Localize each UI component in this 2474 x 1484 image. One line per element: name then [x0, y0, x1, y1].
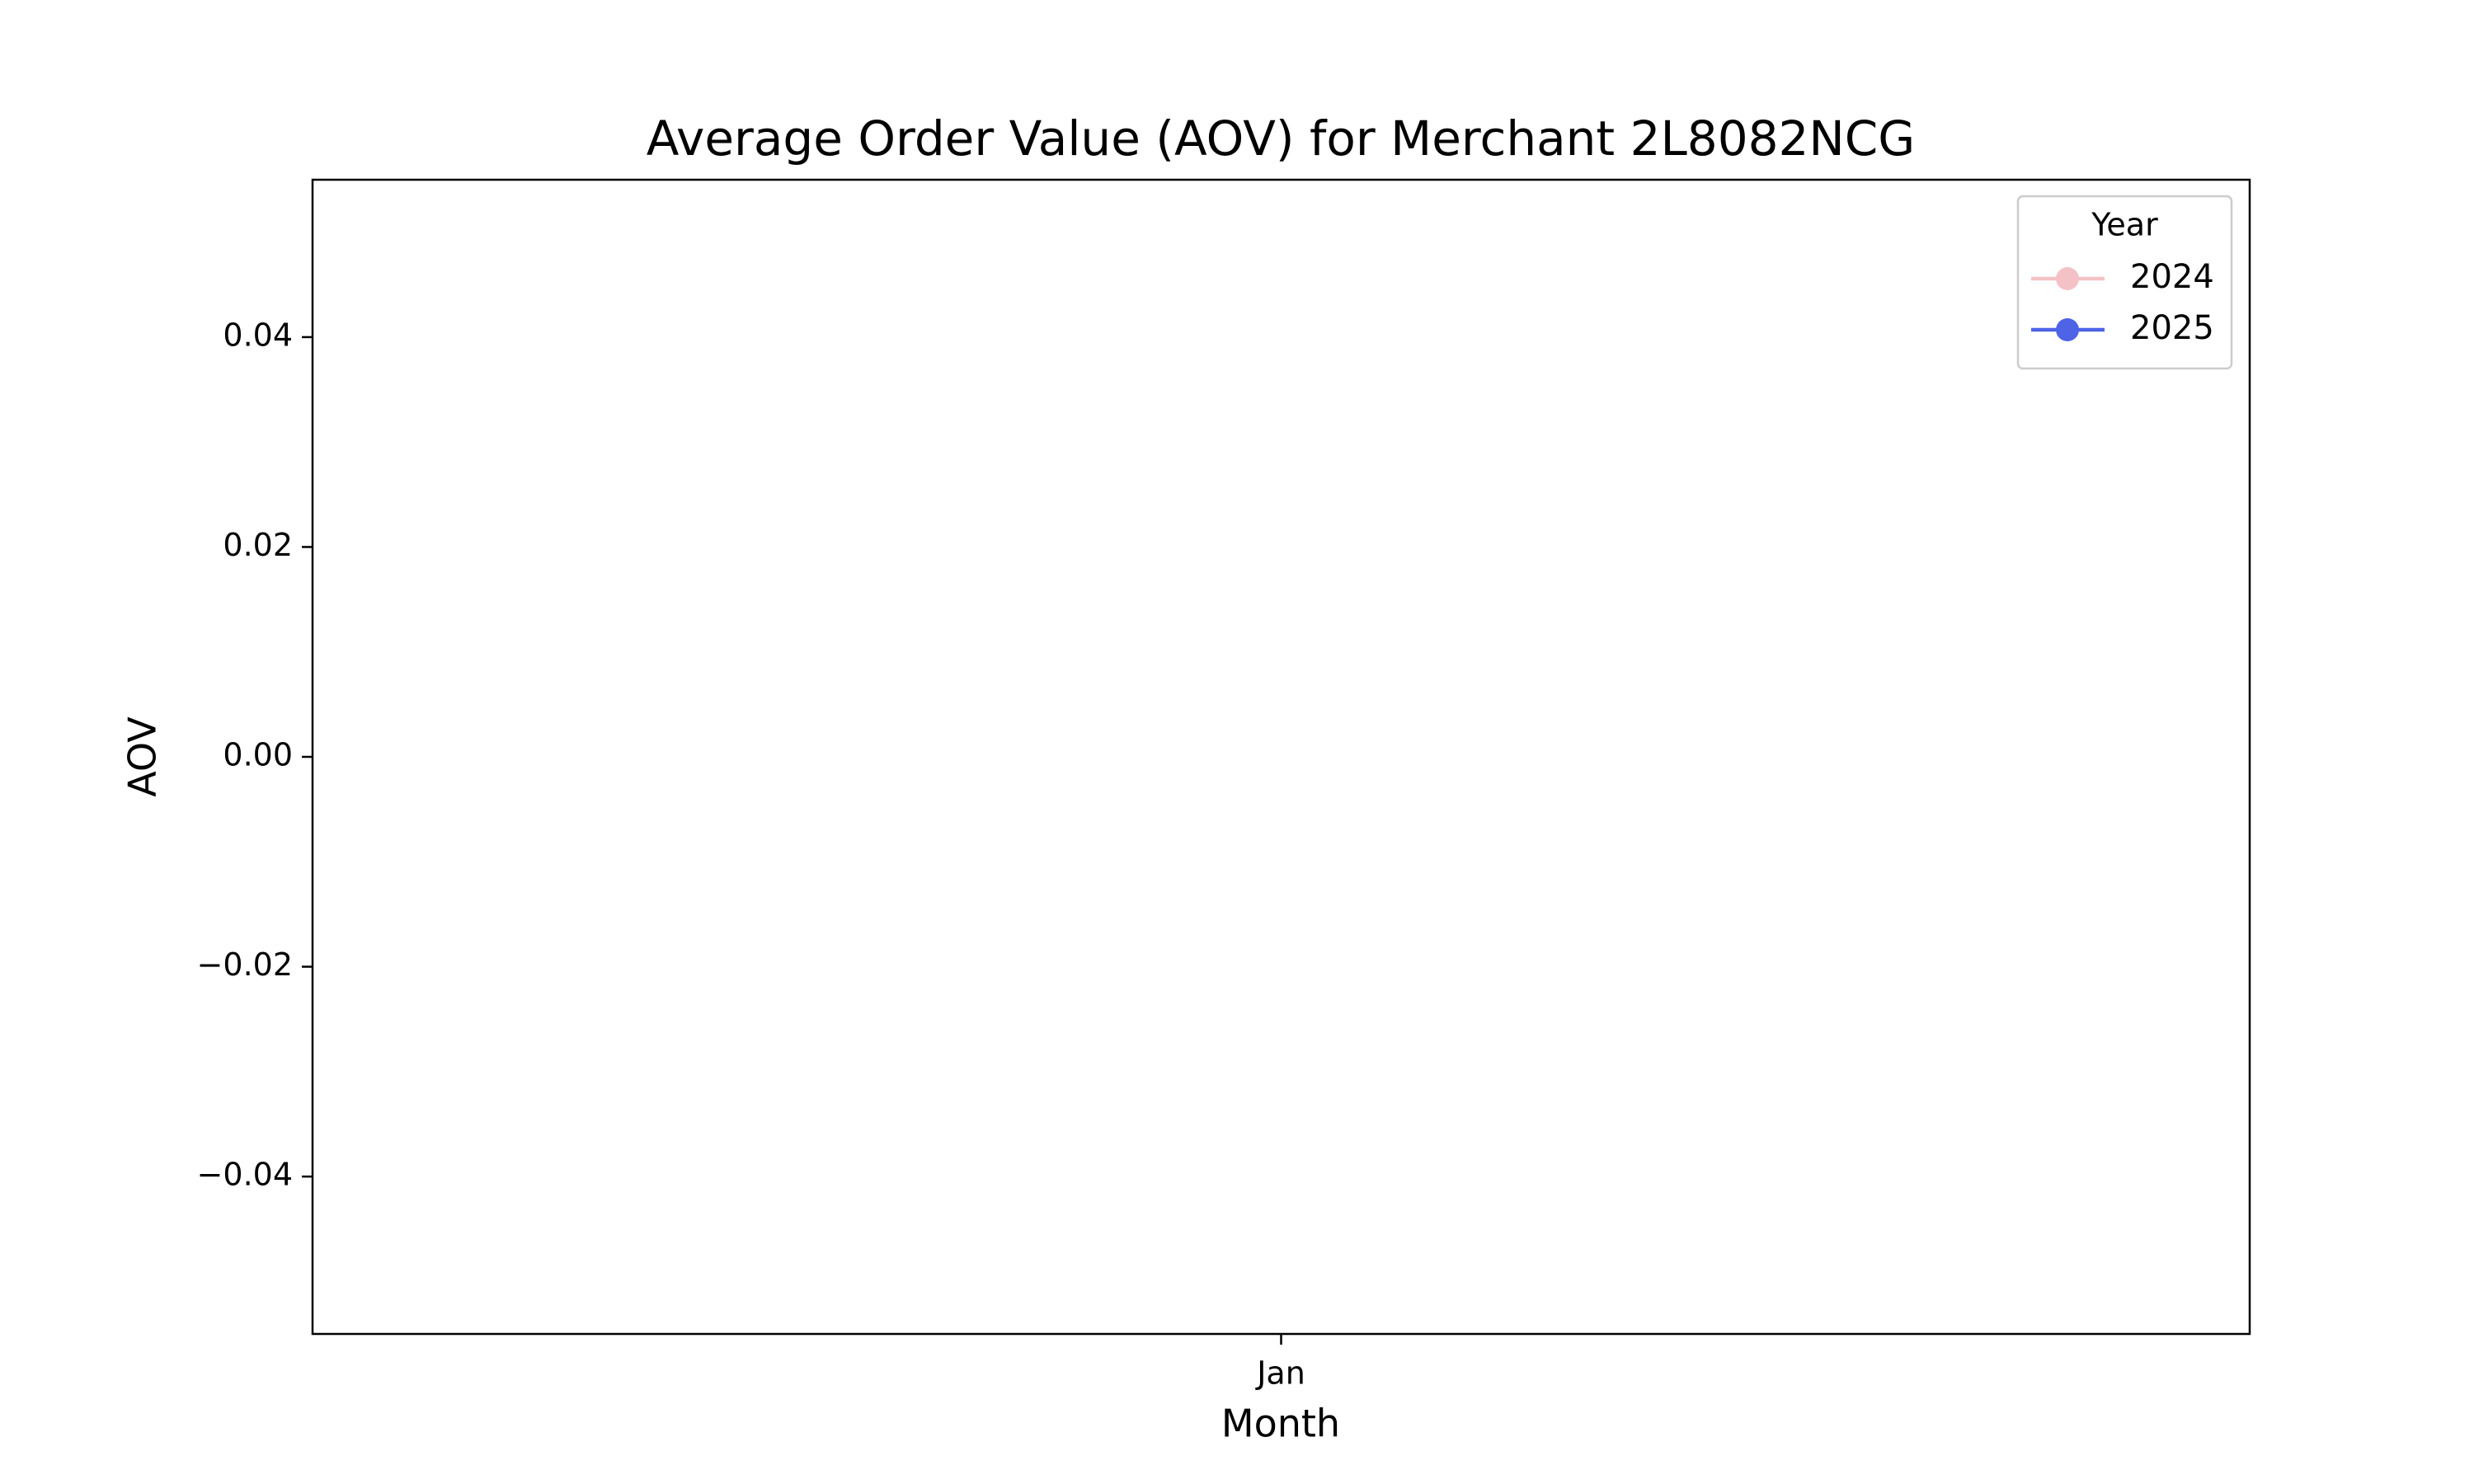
plot-frame: [311, 178, 2251, 1336]
legend-label: 2024: [2130, 258, 2214, 296]
y-tick-label: 0.02: [223, 527, 293, 563]
legend-marker: [2056, 318, 2079, 341]
legend-label: 2025: [2130, 309, 2214, 347]
y-tick-label: −0.02: [197, 946, 293, 983]
y-axis-label: AOV: [120, 716, 165, 797]
legend-title: Year: [2091, 207, 2158, 243]
y-tick-label: −0.04: [197, 1157, 293, 1193]
y-tick-label: 0.04: [223, 317, 293, 353]
y-tick-label: 0.00: [223, 737, 293, 773]
legend-marker: [2056, 267, 2079, 290]
x-tick-label: Jan: [1255, 1355, 1305, 1392]
x-axis-label: Month: [1221, 1402, 1340, 1446]
chart-title: Average Order Value (AOV) for Merchant 2…: [647, 110, 1916, 167]
